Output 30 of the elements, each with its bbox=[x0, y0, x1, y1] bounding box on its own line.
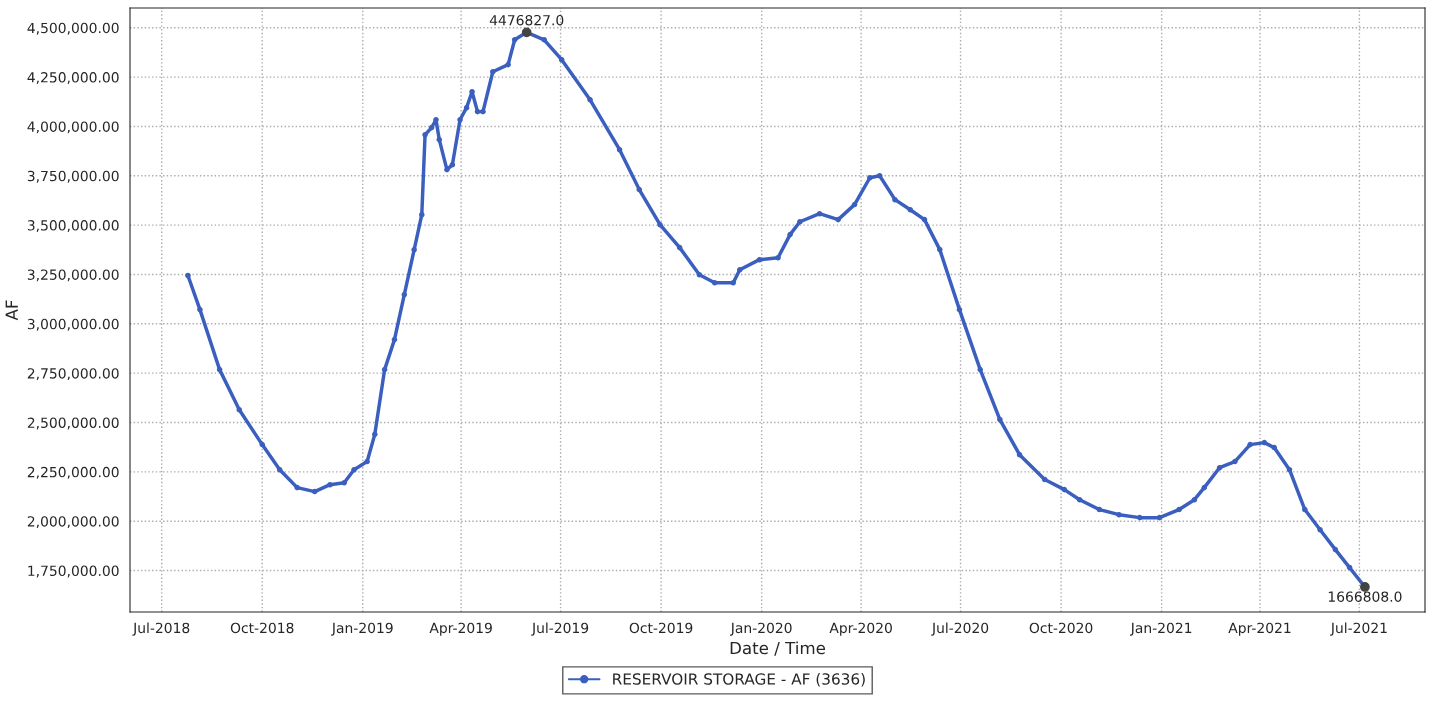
x-tick-label: Apr-2020 bbox=[829, 622, 892, 636]
y-tick-label: 4,500,000.00 bbox=[27, 22, 119, 35]
y-tick-label: 2,750,000.00 bbox=[27, 368, 119, 381]
y-tick-label: 1,750,000.00 bbox=[28, 565, 119, 578]
y-tick-label: 4,250,000.00 bbox=[27, 72, 119, 84]
x-tick-label: Jul-2021 bbox=[1330, 622, 1387, 636]
annotation: 4476827.0 bbox=[489, 14, 564, 26]
x-tick-label: Jan-2021 bbox=[1130, 622, 1192, 636]
x-tick-label: Apr-2021 bbox=[1228, 622, 1291, 636]
y-axis-title: AF bbox=[5, 300, 18, 321]
y-tick-label: 2,500,000.00 bbox=[27, 417, 119, 430]
y-tick-label: 4,000,000.00 bbox=[27, 121, 119, 134]
x-tick-label: Jul-2019 bbox=[531, 622, 589, 636]
y-tick-label: 3,500,000.00 bbox=[27, 220, 119, 233]
x-tick-label: Oct-2019 bbox=[629, 622, 693, 634]
x-tick-label: Oct-2018 bbox=[230, 622, 294, 634]
y-tick-label: 3,250,000.00 bbox=[27, 269, 119, 282]
y-tick-label: 2,000,000.00 bbox=[27, 516, 119, 529]
x-tick-label: Jan-2019 bbox=[331, 622, 393, 636]
x-tick-label: Jul-2020 bbox=[931, 622, 989, 636]
x-tick-label: Jan-2020 bbox=[730, 622, 792, 636]
x-tick-label: Apr-2019 bbox=[429, 622, 492, 636]
x-tick-label: Oct-2020 bbox=[1029, 622, 1093, 634]
x-axis-title: Date / Time bbox=[730, 641, 826, 656]
annotation: 1666808.0 bbox=[1328, 591, 1402, 602]
y-tick-label: 2,250,000.00 bbox=[27, 466, 119, 479]
y-tick-label: 3,750,000.00 bbox=[27, 170, 119, 183]
legend-label: RESERVOIR STORAGE - AF (3636) bbox=[613, 672, 865, 687]
x-tick-label: Jul-2018 bbox=[132, 622, 190, 636]
y-tick-label: 3,000,000.00 bbox=[27, 318, 119, 331]
